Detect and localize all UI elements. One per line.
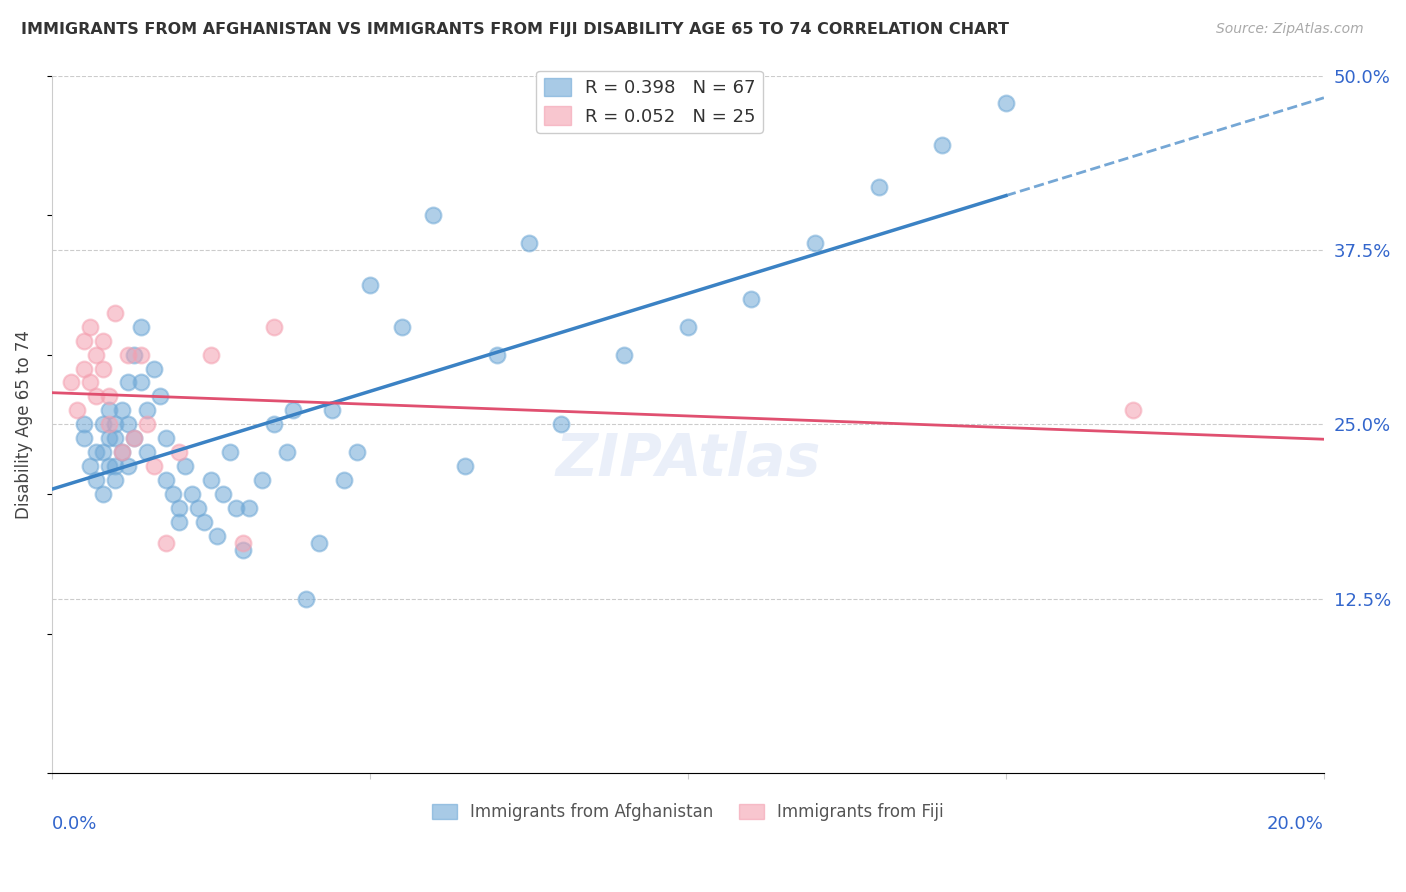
Point	[124, 348, 146, 362]
Point	[283, 403, 305, 417]
Point	[250, 473, 273, 487]
Text: Source: ZipAtlas.com: Source: ZipAtlas.com	[1216, 22, 1364, 37]
Point	[868, 180, 890, 194]
Point	[200, 348, 222, 362]
Point	[72, 334, 94, 348]
Point	[136, 403, 159, 417]
Point	[167, 445, 190, 459]
Text: 0.0%: 0.0%	[52, 815, 97, 833]
Point	[238, 501, 260, 516]
Point	[129, 319, 152, 334]
Point	[263, 319, 285, 334]
Point	[79, 319, 101, 334]
Point	[124, 431, 146, 445]
Point	[84, 445, 107, 459]
Point	[740, 292, 762, 306]
Point	[111, 403, 134, 417]
Point	[295, 591, 318, 606]
Point	[205, 529, 228, 543]
Point	[218, 445, 240, 459]
Point	[104, 473, 127, 487]
Point	[212, 487, 235, 501]
Point	[72, 417, 94, 432]
Point	[111, 445, 134, 459]
Point	[167, 515, 190, 529]
Point	[517, 235, 540, 250]
Point	[98, 389, 121, 403]
Point	[84, 348, 107, 362]
Point	[59, 376, 82, 390]
Point	[422, 208, 444, 222]
Point	[91, 445, 114, 459]
Point	[84, 389, 107, 403]
Point	[98, 417, 121, 432]
Point	[142, 361, 165, 376]
Point	[804, 235, 827, 250]
Point	[104, 459, 127, 474]
Point	[72, 431, 94, 445]
Point	[84, 473, 107, 487]
Point	[91, 334, 114, 348]
Point	[359, 277, 381, 292]
Point	[276, 445, 298, 459]
Point	[104, 417, 127, 432]
Point	[155, 536, 177, 550]
Point	[155, 431, 177, 445]
Point	[391, 319, 413, 334]
Point	[136, 445, 159, 459]
Legend: Immigrants from Afghanistan, Immigrants from Fiji: Immigrants from Afghanistan, Immigrants …	[426, 797, 950, 828]
Point	[91, 417, 114, 432]
Point	[321, 403, 343, 417]
Point	[91, 361, 114, 376]
Text: ZIPAtlas: ZIPAtlas	[555, 431, 821, 488]
Y-axis label: Disability Age 65 to 74: Disability Age 65 to 74	[15, 330, 32, 519]
Point	[72, 361, 94, 376]
Point	[104, 431, 127, 445]
Point	[676, 319, 699, 334]
Point	[124, 431, 146, 445]
Point	[931, 138, 953, 153]
Text: 20.0%: 20.0%	[1267, 815, 1324, 833]
Point	[180, 487, 202, 501]
Point	[308, 536, 330, 550]
Point	[994, 96, 1017, 111]
Point	[155, 473, 177, 487]
Point	[142, 459, 165, 474]
Point	[333, 473, 356, 487]
Point	[91, 487, 114, 501]
Point	[117, 376, 139, 390]
Point	[193, 515, 215, 529]
Point	[79, 376, 101, 390]
Text: IMMIGRANTS FROM AFGHANISTAN VS IMMIGRANTS FROM FIJI DISABILITY AGE 65 TO 74 CORR: IMMIGRANTS FROM AFGHANISTAN VS IMMIGRANT…	[21, 22, 1010, 37]
Point	[149, 389, 172, 403]
Point	[263, 417, 285, 432]
Point	[79, 459, 101, 474]
Point	[485, 348, 508, 362]
Point	[232, 536, 254, 550]
Point	[66, 403, 89, 417]
Point	[232, 543, 254, 558]
Point	[1122, 403, 1144, 417]
Point	[613, 348, 636, 362]
Point	[136, 417, 159, 432]
Point	[174, 459, 197, 474]
Point	[162, 487, 184, 501]
Point	[98, 431, 121, 445]
Point	[117, 348, 139, 362]
Point	[346, 445, 368, 459]
Point	[454, 459, 477, 474]
Point	[225, 501, 247, 516]
Point	[200, 473, 222, 487]
Point	[117, 459, 139, 474]
Point	[129, 376, 152, 390]
Point	[98, 403, 121, 417]
Point	[167, 501, 190, 516]
Point	[117, 417, 139, 432]
Point	[129, 348, 152, 362]
Point	[111, 445, 134, 459]
Point	[98, 459, 121, 474]
Point	[187, 501, 209, 516]
Point	[550, 417, 572, 432]
Point	[104, 306, 127, 320]
